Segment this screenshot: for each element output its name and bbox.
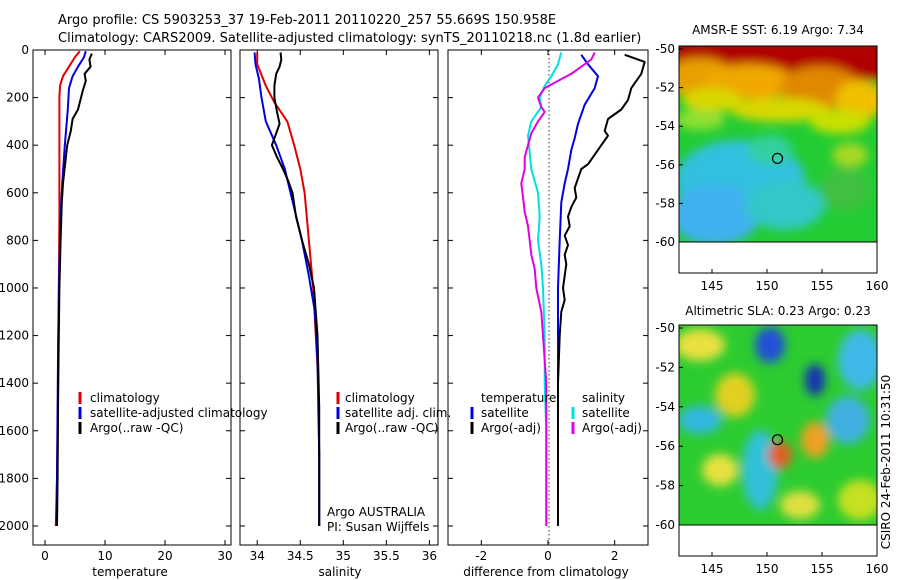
difference-xlabel: difference from climatology <box>463 565 629 579</box>
sla-lat-tick-label: -50 <box>655 321 675 335</box>
temperature-xtick-label: 10 <box>97 549 112 563</box>
legend-climatology: climatology <box>90 391 160 405</box>
salinity-xtick-label: 34 <box>250 549 265 563</box>
pi-annotation: PI: Susan Wijffels <box>327 520 429 534</box>
sla-map-title: Altimetric SLA: 0.23 Argo: 0.23 <box>685 304 870 318</box>
difference-series-line <box>557 54 599 526</box>
legend-temp-argo: Argo(-adj) <box>481 421 541 435</box>
sla-heatmap <box>679 325 877 525</box>
difference-series-line <box>527 52 563 526</box>
sla-lon-tick-label: 160 <box>866 562 889 576</box>
sst-lon-tick-label: 160 <box>866 279 889 293</box>
sst-lat-tick-label: -52 <box>655 81 675 95</box>
legend-satellite-adj: satellite adj. clim. <box>345 406 451 420</box>
temperature-xtick-label: 0 <box>41 549 49 563</box>
temperature-series <box>54 50 93 527</box>
salinity-plot: 34 34.5 35 35.5 36 salinity climatology sate… <box>239 49 451 579</box>
temperature-series-line <box>56 53 93 527</box>
sla-lon-tick-label: 150 <box>756 562 779 576</box>
sla-lat-tick-label: -58 <box>655 479 675 493</box>
difference-xtick-label: -2 <box>475 549 487 563</box>
sst-heatmap <box>679 46 877 242</box>
sla-map-axes: 145 150 155 160 -50 -52 -54 -56 -58 -60 <box>655 321 888 576</box>
sla-argo-position-marker <box>771 434 784 446</box>
sla-lon-tick-label: 155 <box>811 562 834 576</box>
sla-lon-tick-label: 145 <box>701 562 724 576</box>
legend-climatology: climatology <box>345 391 415 405</box>
sla-map: Altimetric SLA: 0.23 Argo: 0.23 1 <box>655 304 888 576</box>
salinity-xlabel: salinity <box>318 565 361 579</box>
temperature-legend: climatology satellite-adjusted climatolo… <box>78 391 268 435</box>
depth-tick-label: 1400 <box>0 376 29 390</box>
sst-lon-tick-label: 145 <box>701 279 724 293</box>
difference-xtick-label: 2 <box>611 549 619 563</box>
difference-xtick-label: 0 <box>544 549 552 563</box>
salinity-series-line <box>270 52 321 526</box>
sla-lat-tick-label: -52 <box>655 360 675 374</box>
difference-plot: -2 0 2 difference from climatology tempera… <box>447 49 649 579</box>
temperature-xlabel: temperature <box>92 565 167 579</box>
legend-argo: Argo(..raw -QC) <box>345 421 438 435</box>
salinity-xtick-label: 35.5 <box>373 549 400 563</box>
depth-tick-label: 1000 <box>0 281 29 295</box>
sla-lat-tick-label: -54 <box>655 400 675 414</box>
salinity-axes-frame <box>239 49 439 546</box>
salinity-x-axis: 34 34.5 35 35.5 36 <box>250 50 437 563</box>
difference-series-line <box>557 53 646 526</box>
legend-argo: Argo(..raw -QC) <box>90 421 183 435</box>
depth-axis: 0 200 400 600 800 1000 1200 1400 1600 1800 2000 <box>0 43 648 533</box>
sst-lat-tick-label: -56 <box>655 158 675 172</box>
depth-tick-label: 0 <box>21 43 29 57</box>
header-line2: Climatology: CARS2009. Satellite-adjuste… <box>58 31 641 46</box>
legend-temp-satellite: satellite <box>481 406 529 420</box>
sst-map: AMSR-E SST: 6.19 Argo: 7.34 <box>655 23 888 293</box>
sla-map-blank-area <box>678 524 878 557</box>
difference-series-line <box>520 51 596 526</box>
salinity-xtick-label: 34.5 <box>287 549 314 563</box>
salinity-legend: climatology satellite adj. clim. Argo(..… <box>336 391 451 435</box>
sla-lat-tick-label: -60 <box>655 518 675 532</box>
legend-temperature-title: temperature <box>481 391 556 405</box>
temperature-xtick-label: 20 <box>157 549 172 563</box>
temperature-xtick-label: 30 <box>217 549 232 563</box>
depth-tick-label: 2000 <box>0 519 29 533</box>
difference-series <box>520 51 646 526</box>
sst-map-blank-area <box>678 241 878 274</box>
depth-tick-label: 1600 <box>0 424 29 438</box>
sst-lat-tick-label: -60 <box>655 235 675 249</box>
depth-tick-label: 600 <box>6 186 29 200</box>
sst-argo-position-marker <box>771 152 784 164</box>
sst-lat-tick-label: -50 <box>655 42 675 56</box>
sst-map-title: AMSR-E SST: 6.19 Argo: 7.34 <box>692 23 864 37</box>
legend-satellite-adjusted: satellite-adjusted climatology <box>90 406 268 420</box>
difference-legend: temperature satellite Argo(-adj) salinit… <box>470 391 642 435</box>
sst-map-axes: 145 150 155 160 -50 -52 -54 -56 -58 -60 <box>655 42 888 293</box>
legend-salinity-title: salinity <box>582 391 625 405</box>
legend-sal-satellite: satellite <box>582 406 630 420</box>
difference-axes-frame <box>447 49 649 546</box>
sla-lat-tick-label: -56 <box>655 439 675 453</box>
depth-tick-label: 1800 <box>0 471 29 485</box>
header-line1: Argo profile: CS 5903253_37 19-Feb-2011 … <box>58 13 556 28</box>
depth-tick-label: 400 <box>6 138 29 152</box>
salinity-xtick-label: 35 <box>336 549 351 563</box>
depth-tick-label: 200 <box>6 91 29 105</box>
legend-sal-argo: Argo(-adj) <box>582 421 642 435</box>
temperature-x-axis: 0 10 20 30 <box>41 50 233 563</box>
depth-tick-label: 800 <box>6 233 29 247</box>
sst-lat-tick-label: -54 <box>655 119 675 133</box>
difference-x-axis: -2 0 2 <box>475 50 618 563</box>
sst-lon-tick-label: 150 <box>756 279 779 293</box>
salinity-xtick-label: 36 <box>422 549 437 563</box>
sst-lat-tick-label: -58 <box>655 196 675 210</box>
platform-annotation: Argo AUSTRALIA <box>327 505 426 519</box>
salinity-series <box>253 52 321 526</box>
sst-lon-tick-label: 155 <box>811 279 834 293</box>
temperature-axes-frame <box>32 49 232 546</box>
depth-tick-label: 1200 <box>0 329 29 343</box>
timestamp-stamp: CSIRO 24-Feb-2011 10:31:50 <box>879 375 893 550</box>
